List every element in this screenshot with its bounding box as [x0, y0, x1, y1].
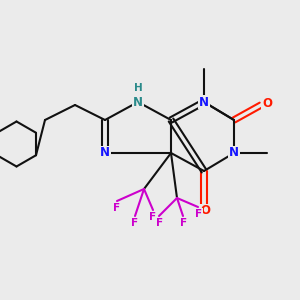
- Text: F: F: [195, 208, 202, 219]
- Text: F: F: [131, 218, 138, 228]
- Text: F: F: [156, 218, 163, 228]
- Text: O: O: [200, 204, 210, 217]
- Text: F: F: [180, 218, 187, 228]
- Text: F: F: [113, 202, 120, 213]
- Text: N: N: [100, 146, 110, 160]
- Text: N: N: [199, 95, 209, 109]
- Text: O: O: [262, 97, 272, 110]
- Text: N: N: [229, 146, 239, 160]
- Text: F: F: [149, 212, 156, 222]
- Text: N: N: [133, 95, 143, 109]
- Text: H: H: [134, 82, 143, 93]
